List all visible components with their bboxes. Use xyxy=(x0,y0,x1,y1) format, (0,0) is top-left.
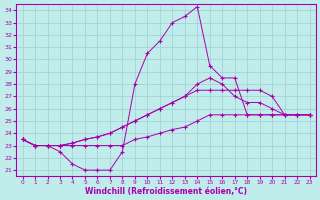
X-axis label: Windchill (Refroidissement éolien,°C): Windchill (Refroidissement éolien,°C) xyxy=(85,187,247,196)
